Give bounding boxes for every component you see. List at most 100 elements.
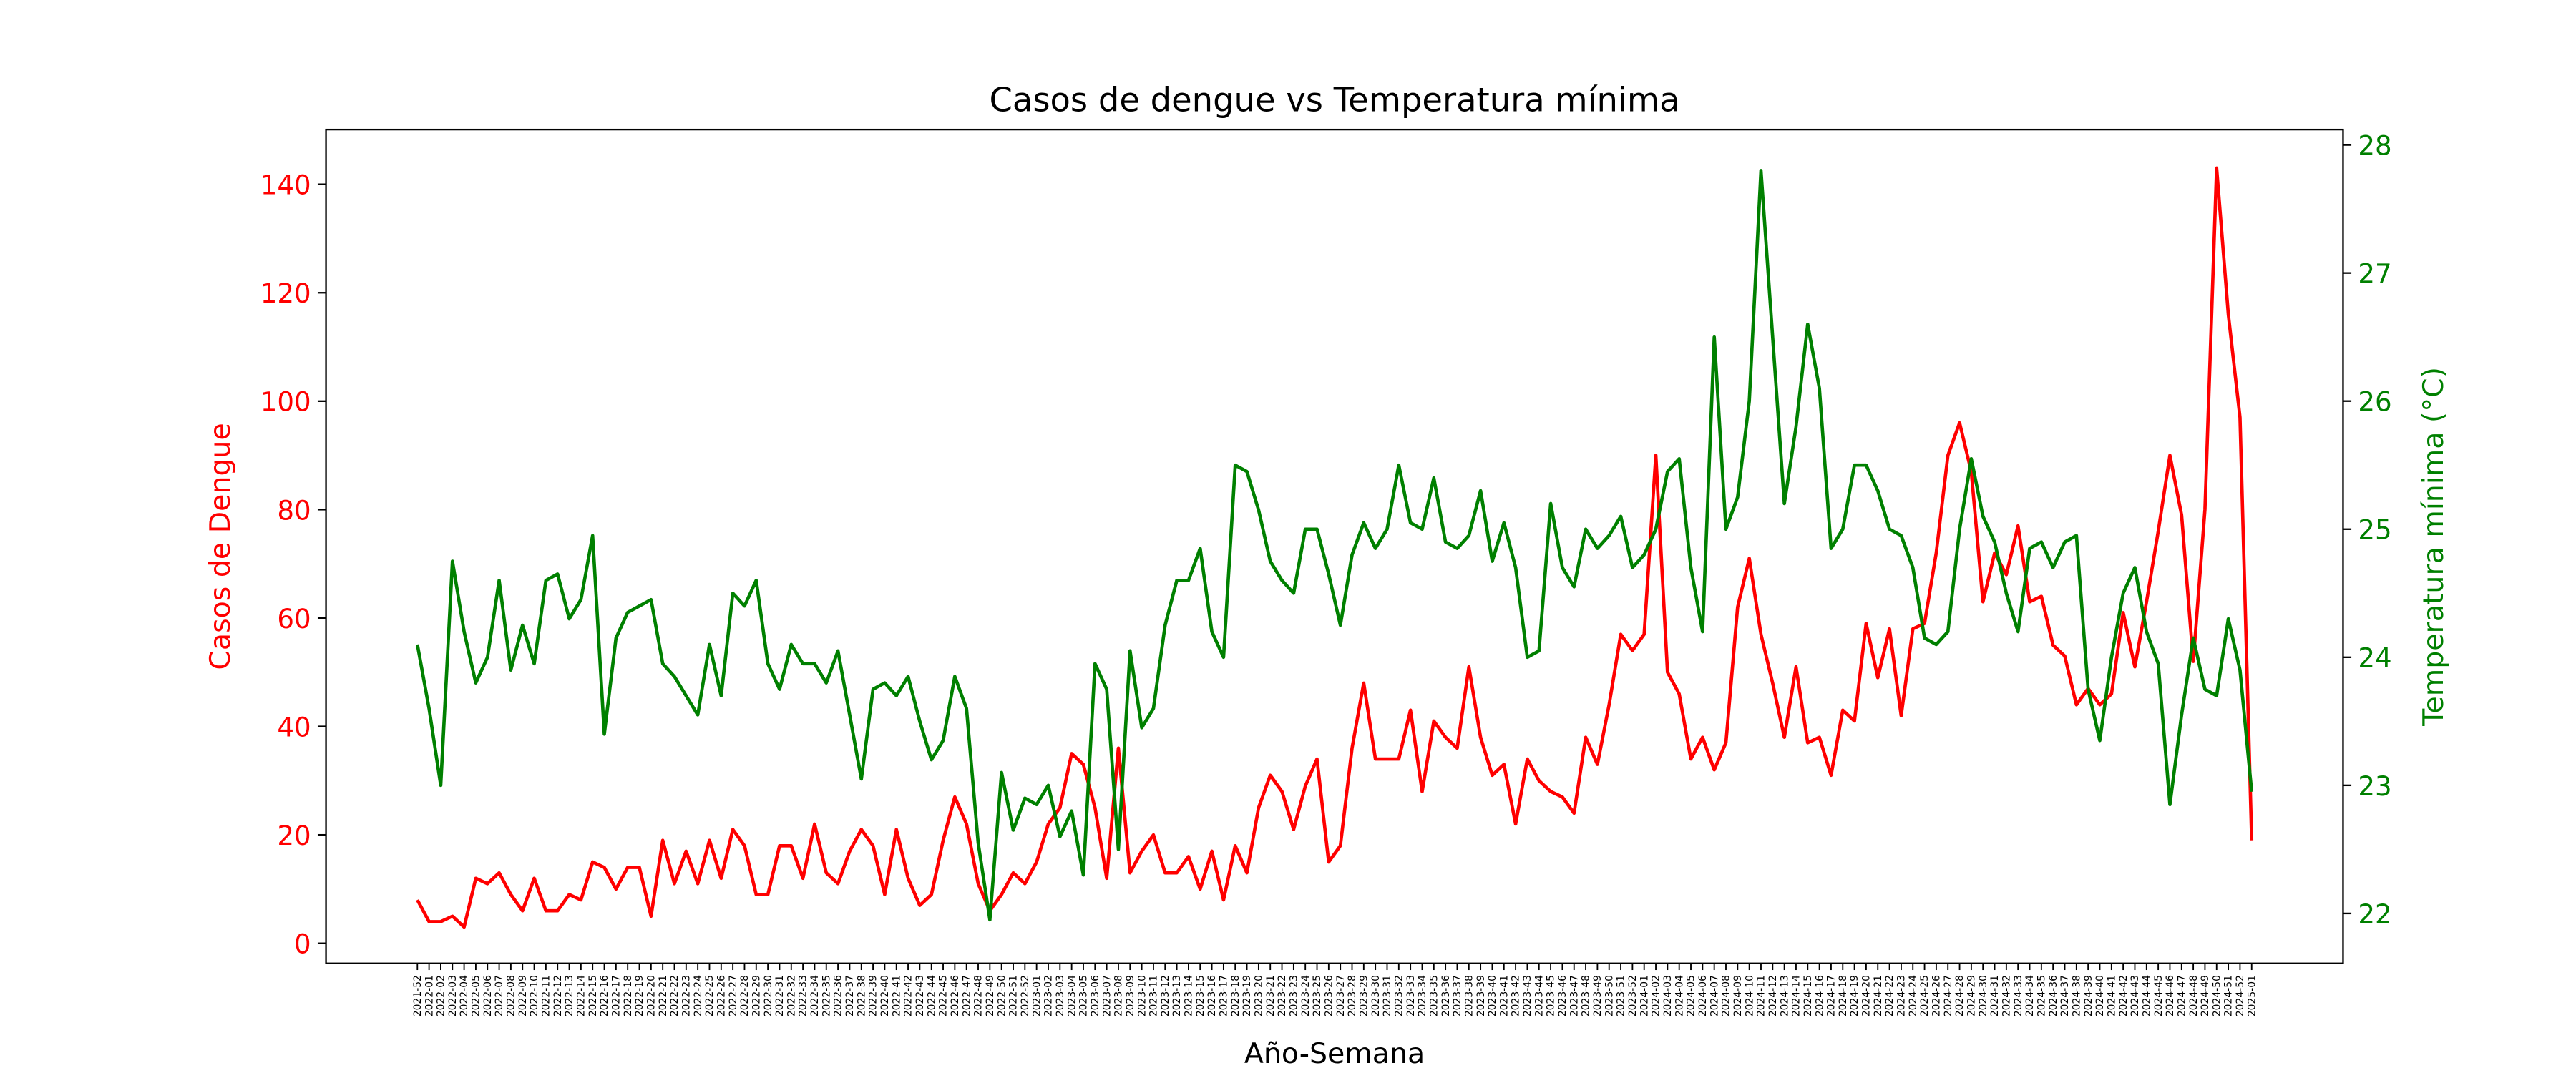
x-tick-label: 2024-04 <box>1674 975 1685 1016</box>
x-tick-label: 2024-14 <box>1791 975 1802 1016</box>
x-tick-label: 2022-33 <box>798 975 809 1016</box>
x-tick-label: 2024-11 <box>1756 975 1767 1016</box>
x-tick-label: 2023-28 <box>1347 975 1358 1016</box>
x-tick-label: 2022-17 <box>610 975 622 1016</box>
x-tick-label: 2024-40 <box>2094 975 2106 1016</box>
x-tick-label: 2024-03 <box>1662 975 1674 1016</box>
x-tick-label: 2023-38 <box>1463 975 1475 1016</box>
x-tick-label: 2023-17 <box>1219 975 1230 1016</box>
x-tick-label: 2024-22 <box>1884 975 1896 1016</box>
x-tick-label: 2022-39 <box>868 975 879 1016</box>
x-tick-label: 2023-02 <box>1043 975 1055 1016</box>
x-tick-label: 2023-51 <box>1616 975 1627 1016</box>
x-tick-label: 2024-07 <box>1709 975 1720 1016</box>
x-tick-label: 2022-47 <box>961 975 972 1016</box>
y2-tick-label: 22 <box>2358 899 2391 930</box>
x-tick-label: 2022-15 <box>587 975 599 1016</box>
x-tick-label: 2022-06 <box>482 975 494 1016</box>
y2-tick-label: 24 <box>2358 643 2391 674</box>
x-tick-label: 2024-38 <box>2071 975 2082 1016</box>
x-tick-label: 2023-44 <box>1533 975 1545 1016</box>
x-tick-label: 2023-32 <box>1393 975 1405 1016</box>
x-tick-label: 2023-23 <box>1289 975 1300 1016</box>
x-tick-label: 2023-22 <box>1277 975 1288 1016</box>
y-axis-label: Casos de Dengue <box>204 423 237 670</box>
x-tick-label: 2024-24 <box>1908 975 1919 1016</box>
x-tick-label: 2022-10 <box>529 975 540 1016</box>
x-tick-label: 2024-01 <box>1639 975 1650 1016</box>
x-tick-label: 2022-19 <box>634 975 645 1016</box>
x-tick-label: 2024-12 <box>1767 975 1779 1016</box>
x-tick-label: 2023-45 <box>1546 975 1557 1016</box>
x-tick-label: 2022-08 <box>506 975 517 1016</box>
x-tick-label: 2022-27 <box>728 975 739 1016</box>
x-tick-label: 2022-41 <box>891 975 902 1016</box>
x-tick-label: 2024-34 <box>2024 975 2036 1016</box>
x-tick-label: 2023-03 <box>1055 975 1066 1016</box>
x-tick-label: 2024-13 <box>1779 975 1790 1016</box>
y2-axis-label: Temperatura mínima (°C) <box>2417 367 2450 727</box>
x-tick-label: 2024-21 <box>1873 975 1884 1016</box>
x-tick-label: 2022-42 <box>903 975 914 1016</box>
x-tick-label: 2022-12 <box>552 975 564 1016</box>
x-tick-label: 2024-19 <box>1849 975 1860 1016</box>
x-tick-label: 2025-01 <box>2246 975 2258 1016</box>
line-series <box>416 166 2254 929</box>
x-tick-label: 2022-01 <box>424 975 435 1016</box>
x-tick-label: 2022-28 <box>739 975 751 1016</box>
x-tick-label: 2023-30 <box>1370 975 1382 1016</box>
x-tick-label: 2024-46 <box>2165 975 2176 1016</box>
x-tick-label: 2022-20 <box>645 975 657 1016</box>
x-tick-label: 2024-02 <box>1651 975 1662 1016</box>
y2-tick-label: 26 <box>2358 387 2391 418</box>
x-tick-label: 2022-34 <box>809 975 821 1016</box>
chart-title: Casos de dengue vs Temperatura mínima <box>989 81 1679 119</box>
x-tick-label: 2022-52 <box>1020 975 1031 1016</box>
x-tick-label: 2022-35 <box>821 975 832 1016</box>
x-tick-label: 2023-15 <box>1195 975 1206 1016</box>
x-tick-label: 2023-12 <box>1160 975 1171 1016</box>
x-tick-label: 2023-20 <box>1254 975 1265 1016</box>
y-tick-label: 20 <box>277 820 311 851</box>
x-tick-label: 2023-18 <box>1230 975 1241 1016</box>
x-tick-label: 2022-49 <box>985 975 996 1016</box>
x-tick-label: 2023-33 <box>1405 975 1417 1016</box>
x-tick-label: 2024-36 <box>2048 975 2059 1016</box>
x-tick-label: 2024-27 <box>1943 975 1954 1016</box>
x-tick-label: 2024-35 <box>2036 975 2047 1016</box>
x-tick-label: 2024-23 <box>1896 975 1908 1016</box>
x-tick-label: 2024-48 <box>2188 975 2200 1016</box>
x-tick-label: 2024-09 <box>1732 975 1744 1016</box>
x-tick-label: 2022-44 <box>926 975 937 1016</box>
x-tick-label: 2023-10 <box>1136 975 1148 1016</box>
x-tick-label: 2023-46 <box>1557 975 1568 1016</box>
x-tick-label: 2024-20 <box>1861 975 1873 1016</box>
x-tick-label: 2023-40 <box>1487 975 1498 1016</box>
x-tick-label: 2023-29 <box>1358 975 1370 1016</box>
x-tick-label: 2022-45 <box>938 975 950 1016</box>
x-tick-label: 2022-40 <box>879 975 891 1016</box>
x-tick-label: 2023-42 <box>1511 975 1522 1016</box>
x-tick-label: 2024-10 <box>1744 975 1755 1016</box>
x-tick-label: 2022-11 <box>541 975 552 1016</box>
x-tick-label: 2024-17 <box>1826 975 1838 1016</box>
y-tick-label: 140 <box>260 170 311 201</box>
x-tick-label: 2022-48 <box>973 975 985 1016</box>
x-tick-label: 2024-29 <box>1966 975 1978 1016</box>
x-tick-label: 2022-37 <box>844 975 856 1016</box>
x-tick-label: 2023-19 <box>1241 975 1253 1016</box>
x-tick-label: 2022-31 <box>774 975 786 1016</box>
x-tick-label: 2022-51 <box>1008 975 1020 1016</box>
x-tick-label: 2023-34 <box>1417 975 1428 1016</box>
x-tick-label: 2024-51 <box>2223 975 2235 1016</box>
x-tick-label: 2024-30 <box>1978 975 1989 1016</box>
x-tick-label: 2022-05 <box>471 975 482 1016</box>
x-tick-label: 2023-05 <box>1078 975 1090 1016</box>
x-tick-label: 2022-23 <box>680 975 692 1016</box>
x-tick-label: 2022-29 <box>751 975 762 1016</box>
x-tick-label: 2022-24 <box>693 975 704 1016</box>
x-tick-label: 2022-21 <box>658 975 669 1016</box>
x-tick-label: 2023-09 <box>1125 975 1136 1016</box>
y-tick-label: 60 <box>277 604 311 635</box>
x-tick-label: 2023-13 <box>1171 975 1183 1016</box>
